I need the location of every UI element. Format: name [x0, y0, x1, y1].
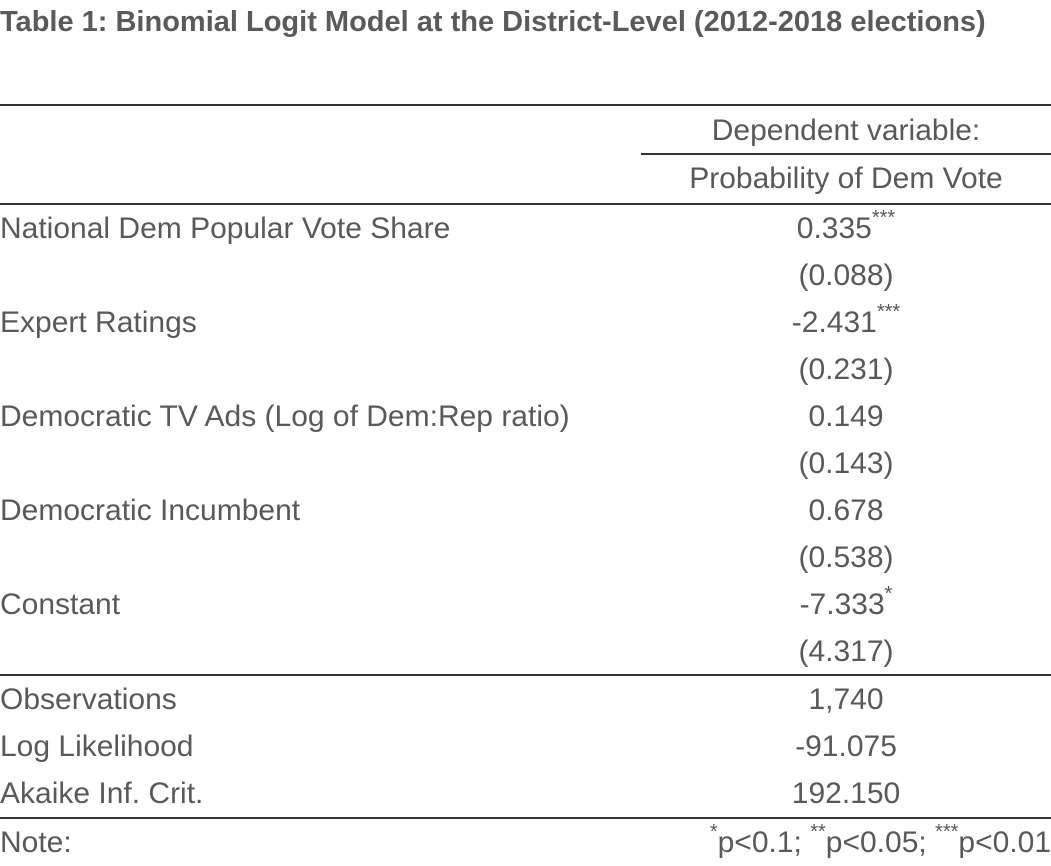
note-label: Note: — [0, 826, 72, 859]
coef-value: 0.678 — [808, 494, 884, 527]
coef-cell: 0.149 — [641, 393, 1051, 440]
row-label: Democratic Incumbent — [0, 494, 301, 527]
std-error: (4.317) — [798, 635, 894, 668]
stat-value: 1,740 — [808, 683, 884, 716]
stat-label: Observations — [0, 683, 177, 716]
coef-value: -7.333 — [799, 588, 885, 621]
coef-cell: -2.431*** — [641, 299, 1051, 346]
header-rule — [0, 203, 1051, 205]
row-label: Constant — [0, 588, 121, 621]
coef-cell: -7.333* — [641, 581, 1051, 628]
bottom-rule — [0, 817, 1051, 819]
note-stars-1: * — [709, 821, 718, 843]
note-text-3: p<0.01 — [958, 826, 1051, 859]
coef-value: 0.149 — [808, 400, 884, 433]
note-stars-3: *** — [935, 821, 959, 843]
std-error: (0.143) — [798, 447, 894, 480]
coef-value: 0.335 — [796, 212, 872, 245]
header-underline — [641, 153, 1051, 155]
table-title: Table 1: Binomial Logit Model at the Dis… — [0, 6, 986, 38]
std-error: (0.231) — [798, 353, 894, 386]
coef-cell: 0.335*** — [641, 205, 1051, 252]
coef-value: -2.431 — [791, 306, 877, 339]
std-error: (0.088) — [798, 259, 894, 292]
std-error: (0.538) — [798, 541, 894, 574]
stat-value: 192.150 — [791, 777, 901, 810]
note-stars-2: ** — [810, 821, 826, 843]
significance-note: *p<0.1; **p<0.05; ***p<0.01 — [710, 819, 1051, 866]
row-label: National Dem Popular Vote Share — [0, 212, 451, 245]
stat-label: Log Likelihood — [0, 730, 194, 763]
stat-label: Akaike Inf. Crit. — [0, 777, 204, 810]
dependent-variable-label: Dependent variable: — [711, 114, 981, 147]
significance-stars: * — [884, 583, 893, 605]
row-label: Expert Ratings — [0, 306, 197, 339]
note-text-1: p<0.1; — [717, 826, 811, 859]
dependent-variable-name: Probability of Dem Vote — [689, 162, 1003, 195]
row-label: Democratic TV Ads (Log of Dem:Rep ratio) — [0, 400, 570, 433]
note-text-2: p<0.05; — [825, 826, 936, 859]
significance-stars: *** — [871, 207, 896, 229]
significance-stars: *** — [876, 301, 901, 323]
stat-value: -91.075 — [795, 730, 897, 763]
stats-rule — [0, 674, 1051, 676]
top-rule — [0, 104, 1051, 106]
coef-cell: 0.678 — [641, 487, 1051, 534]
